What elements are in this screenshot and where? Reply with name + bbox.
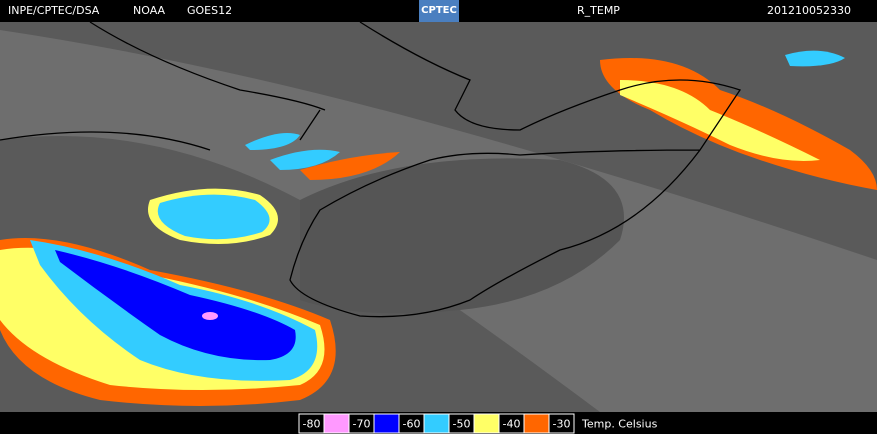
agency: NOAA xyxy=(133,4,166,17)
legend-swatch xyxy=(423,413,450,434)
legend-swatch xyxy=(473,413,500,434)
logo: CPTEC xyxy=(421,5,457,16)
legend-label: -80 xyxy=(303,418,321,431)
legend-swatch xyxy=(373,413,400,434)
legend-label: -40 xyxy=(503,418,521,431)
legend-label: -60 xyxy=(403,418,421,431)
satellite: GOES12 xyxy=(187,4,232,17)
legend-label: -50 xyxy=(453,418,471,431)
product: R_TEMP xyxy=(577,4,620,17)
legend-swatch xyxy=(323,413,350,434)
legend-label: -30 xyxy=(553,418,571,431)
legend-label: -70 xyxy=(353,418,371,431)
legend-label-box xyxy=(548,413,575,434)
legend: -80 -70 -60 -50 -40 -30 Temp. Celsius xyxy=(298,413,658,434)
legend-unit: Temp. Celsius xyxy=(581,418,658,431)
source: INPE/CPTEC/DSA xyxy=(8,4,100,17)
timestamp: 201210052330 xyxy=(767,4,851,17)
logo-box xyxy=(419,0,459,22)
satellite-image xyxy=(0,21,877,412)
legend-swatch xyxy=(523,413,550,434)
